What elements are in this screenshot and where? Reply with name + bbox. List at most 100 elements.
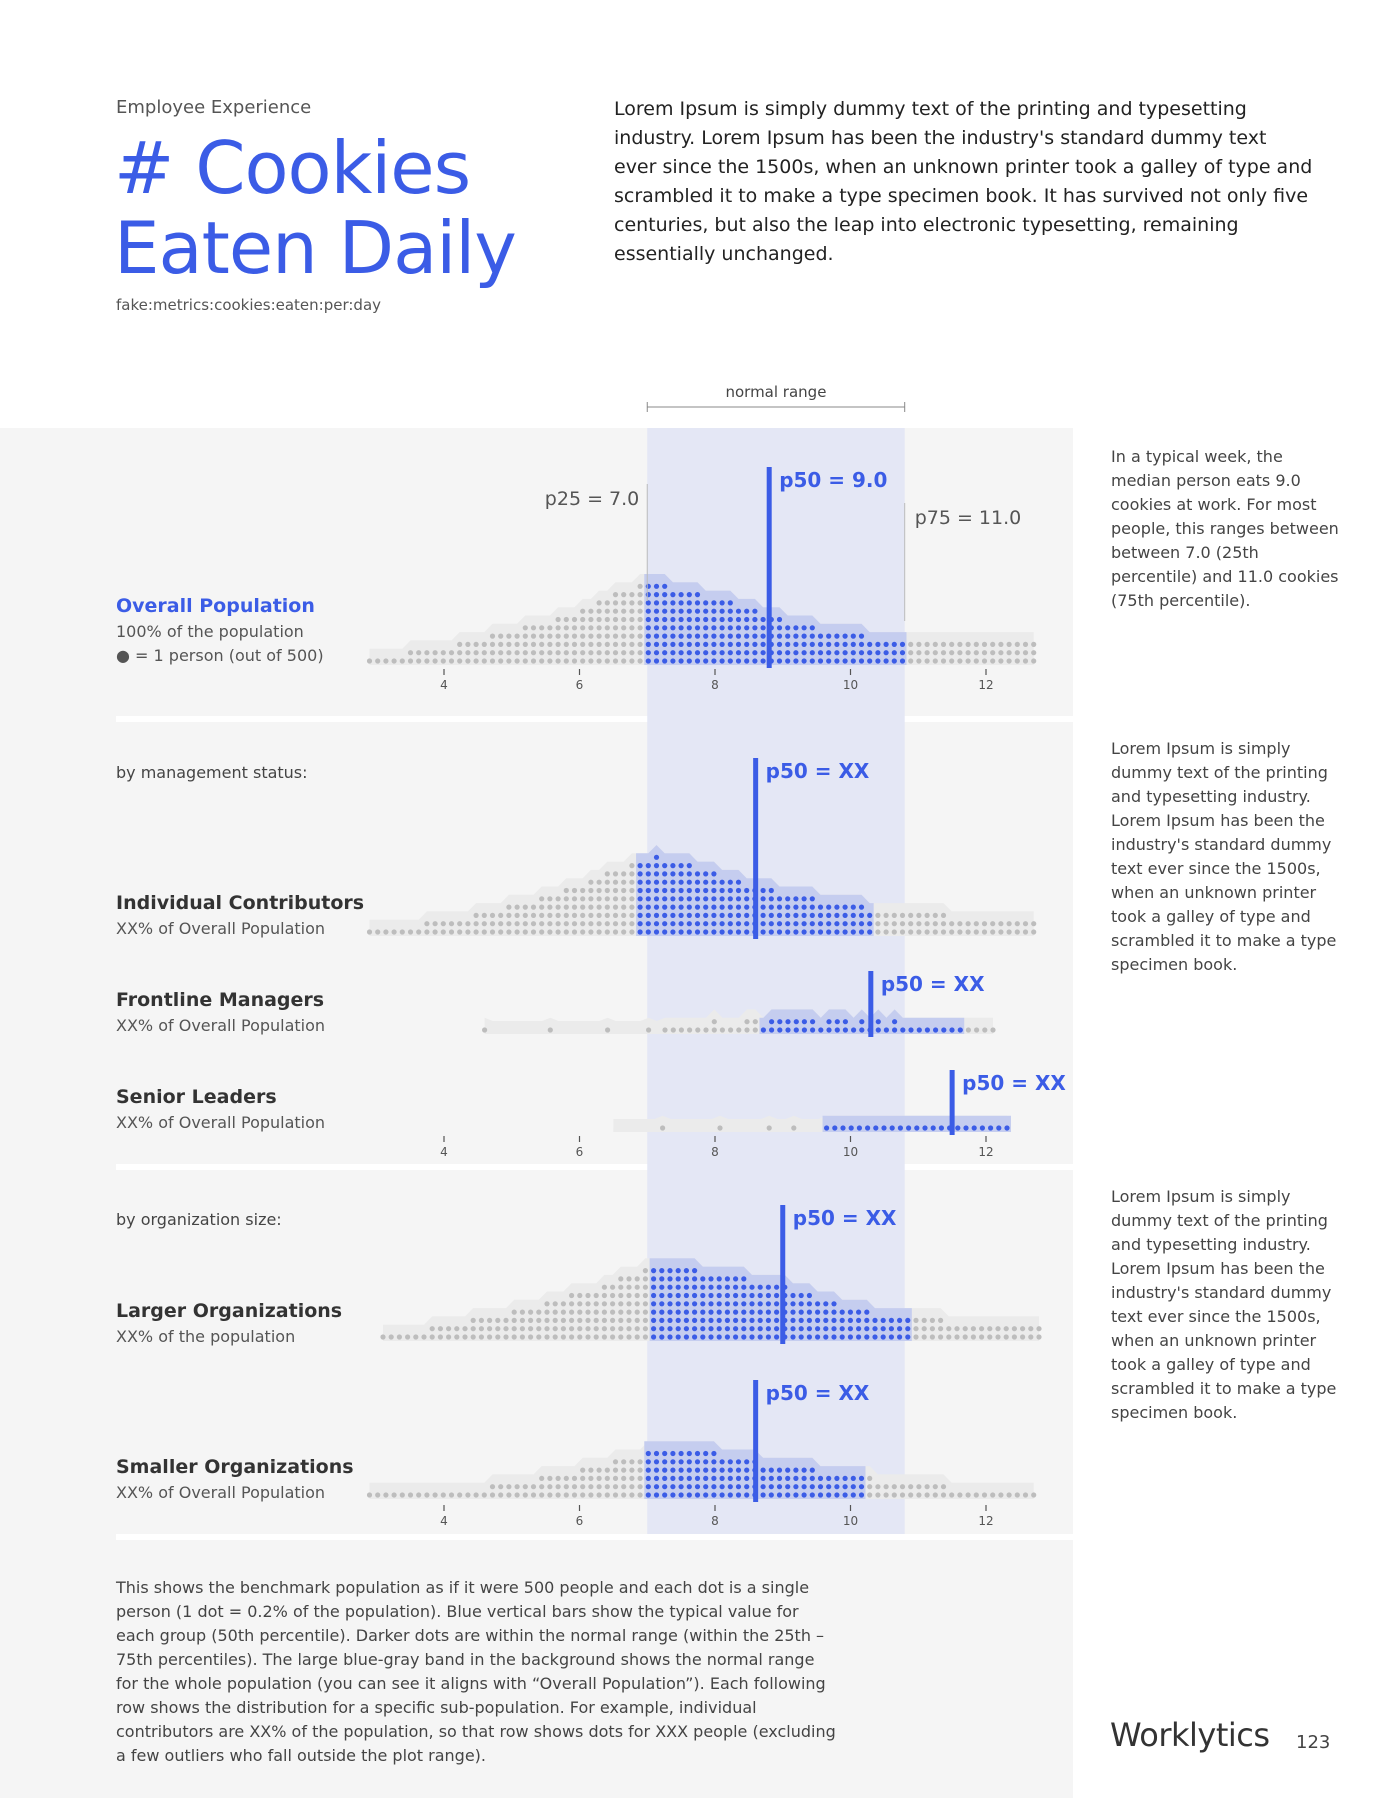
person-dot xyxy=(580,625,586,631)
person-dot xyxy=(634,1334,640,1340)
person-dot xyxy=(629,904,635,910)
person-dot xyxy=(683,1292,690,1299)
person-dot xyxy=(604,904,610,910)
person-dot xyxy=(815,1301,821,1307)
person-dot xyxy=(809,650,815,656)
person-dot xyxy=(716,1309,722,1315)
person-dot xyxy=(621,929,627,935)
person-dot xyxy=(670,1492,676,1498)
person-dot xyxy=(834,1027,840,1033)
person-dot xyxy=(760,633,766,639)
person-dot xyxy=(768,896,774,902)
person-dot xyxy=(675,1317,681,1323)
person-dot xyxy=(637,887,643,894)
person-dot xyxy=(711,879,717,885)
person-dot xyxy=(744,921,750,927)
person-dot xyxy=(776,1492,783,1498)
person-dot xyxy=(675,1276,681,1282)
person-dot xyxy=(653,616,660,623)
person-dot xyxy=(383,658,389,664)
person-dot xyxy=(806,1292,813,1299)
person-dot xyxy=(495,1326,501,1332)
person-dot xyxy=(683,1276,690,1282)
person-dot xyxy=(727,1459,733,1465)
person-dot xyxy=(588,650,594,656)
person-dot xyxy=(604,633,610,639)
person-dot xyxy=(667,1276,673,1282)
person-dot xyxy=(503,1326,509,1332)
person-dot xyxy=(588,921,594,927)
person-dot xyxy=(519,1309,526,1315)
person-dot xyxy=(809,1492,815,1498)
person-dot xyxy=(473,658,479,664)
person-dot xyxy=(735,921,742,927)
person-dot xyxy=(949,650,955,656)
person-dot xyxy=(768,887,774,894)
person-dot xyxy=(448,658,455,664)
person-dot xyxy=(662,633,668,639)
person-dot xyxy=(735,879,742,885)
person-dot xyxy=(875,912,881,919)
person-dot xyxy=(645,921,651,927)
person-dot xyxy=(618,1292,624,1299)
person-dot xyxy=(659,1276,665,1282)
person-dot xyxy=(818,1027,824,1033)
person-dot xyxy=(432,929,438,935)
person-dot xyxy=(727,608,733,614)
person-dot xyxy=(555,896,561,902)
person-dot xyxy=(653,1475,660,1481)
person-dot xyxy=(924,658,930,664)
person-dot xyxy=(604,1484,610,1490)
person-dot xyxy=(629,921,635,927)
person-dot xyxy=(913,1326,919,1332)
person-dot xyxy=(957,929,963,935)
person-dot xyxy=(612,658,619,664)
person-dot xyxy=(618,1301,624,1307)
person-dot xyxy=(1022,929,1029,935)
person-dot xyxy=(605,1027,611,1033)
person-dot xyxy=(539,1475,545,1481)
person-dot xyxy=(678,633,684,639)
person-dot xyxy=(670,896,676,902)
person-dot xyxy=(973,1492,979,1498)
person-dot xyxy=(809,921,815,927)
person-dot xyxy=(752,650,758,656)
person-dot xyxy=(465,929,471,935)
person-dot xyxy=(727,887,733,894)
p50-label: p50 = XX xyxy=(962,1071,1066,1095)
person-dot xyxy=(850,1475,856,1481)
person-dot xyxy=(867,641,873,648)
person-dot xyxy=(552,1301,558,1307)
page-kicker: Employee Experience xyxy=(116,97,312,118)
person-dot xyxy=(834,1019,840,1025)
person-dot xyxy=(489,929,496,935)
person-dot xyxy=(703,871,709,877)
person-dot xyxy=(530,633,537,639)
person-dot xyxy=(555,625,561,631)
person-dot xyxy=(481,1492,487,1498)
distribution-row-3: p50 = XX xyxy=(613,1070,1066,1135)
person-dot xyxy=(908,650,914,656)
person-dot xyxy=(703,650,709,656)
person-dot xyxy=(916,658,922,664)
person-dot xyxy=(790,1309,796,1315)
person-dot xyxy=(847,1326,854,1332)
person-dot xyxy=(1036,1334,1042,1340)
person-dot xyxy=(785,641,791,648)
person-dot xyxy=(645,879,651,885)
person-dot xyxy=(774,1317,780,1323)
person-dot xyxy=(596,600,602,606)
person-dot xyxy=(711,904,717,910)
person-dot xyxy=(735,625,742,631)
person-dot xyxy=(1003,1334,1009,1340)
person-dot xyxy=(765,1326,772,1332)
person-dot xyxy=(596,1484,602,1490)
person-dot xyxy=(735,1475,742,1481)
person-dot xyxy=(621,641,627,648)
person-dot xyxy=(932,1492,938,1498)
person-dot xyxy=(765,1292,772,1299)
p50-label: p50 = XX xyxy=(881,972,985,996)
person-dot xyxy=(621,658,627,664)
person-dot xyxy=(760,1027,767,1033)
person-dot xyxy=(593,1326,599,1332)
